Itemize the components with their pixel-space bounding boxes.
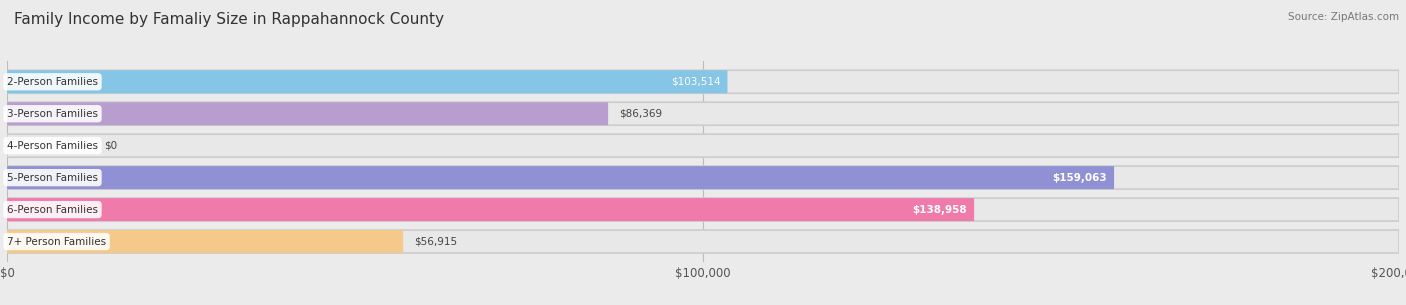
FancyBboxPatch shape	[7, 198, 1399, 221]
Text: $56,915: $56,915	[415, 237, 457, 246]
FancyBboxPatch shape	[7, 198, 974, 221]
Text: 6-Person Families: 6-Person Families	[7, 205, 98, 215]
Text: $159,063: $159,063	[1053, 173, 1107, 183]
FancyBboxPatch shape	[7, 134, 1399, 157]
FancyBboxPatch shape	[7, 166, 1114, 189]
Text: 4-Person Families: 4-Person Families	[7, 141, 98, 151]
Text: 5-Person Families: 5-Person Families	[7, 173, 98, 183]
Text: $103,514: $103,514	[671, 77, 720, 87]
FancyBboxPatch shape	[7, 230, 404, 253]
Text: Family Income by Famaliy Size in Rappahannock County: Family Income by Famaliy Size in Rappaha…	[14, 12, 444, 27]
FancyBboxPatch shape	[7, 102, 1399, 125]
Text: 2-Person Families: 2-Person Families	[7, 77, 98, 87]
Text: Source: ZipAtlas.com: Source: ZipAtlas.com	[1288, 12, 1399, 22]
Text: $138,958: $138,958	[912, 205, 967, 215]
FancyBboxPatch shape	[7, 102, 609, 125]
FancyBboxPatch shape	[7, 166, 1399, 189]
Text: 7+ Person Families: 7+ Person Families	[7, 237, 107, 246]
Text: $0: $0	[104, 141, 118, 151]
FancyBboxPatch shape	[7, 230, 1399, 253]
Text: 3-Person Families: 3-Person Families	[7, 109, 98, 119]
Text: $86,369: $86,369	[619, 109, 662, 119]
FancyBboxPatch shape	[7, 70, 727, 93]
FancyBboxPatch shape	[7, 70, 1399, 93]
